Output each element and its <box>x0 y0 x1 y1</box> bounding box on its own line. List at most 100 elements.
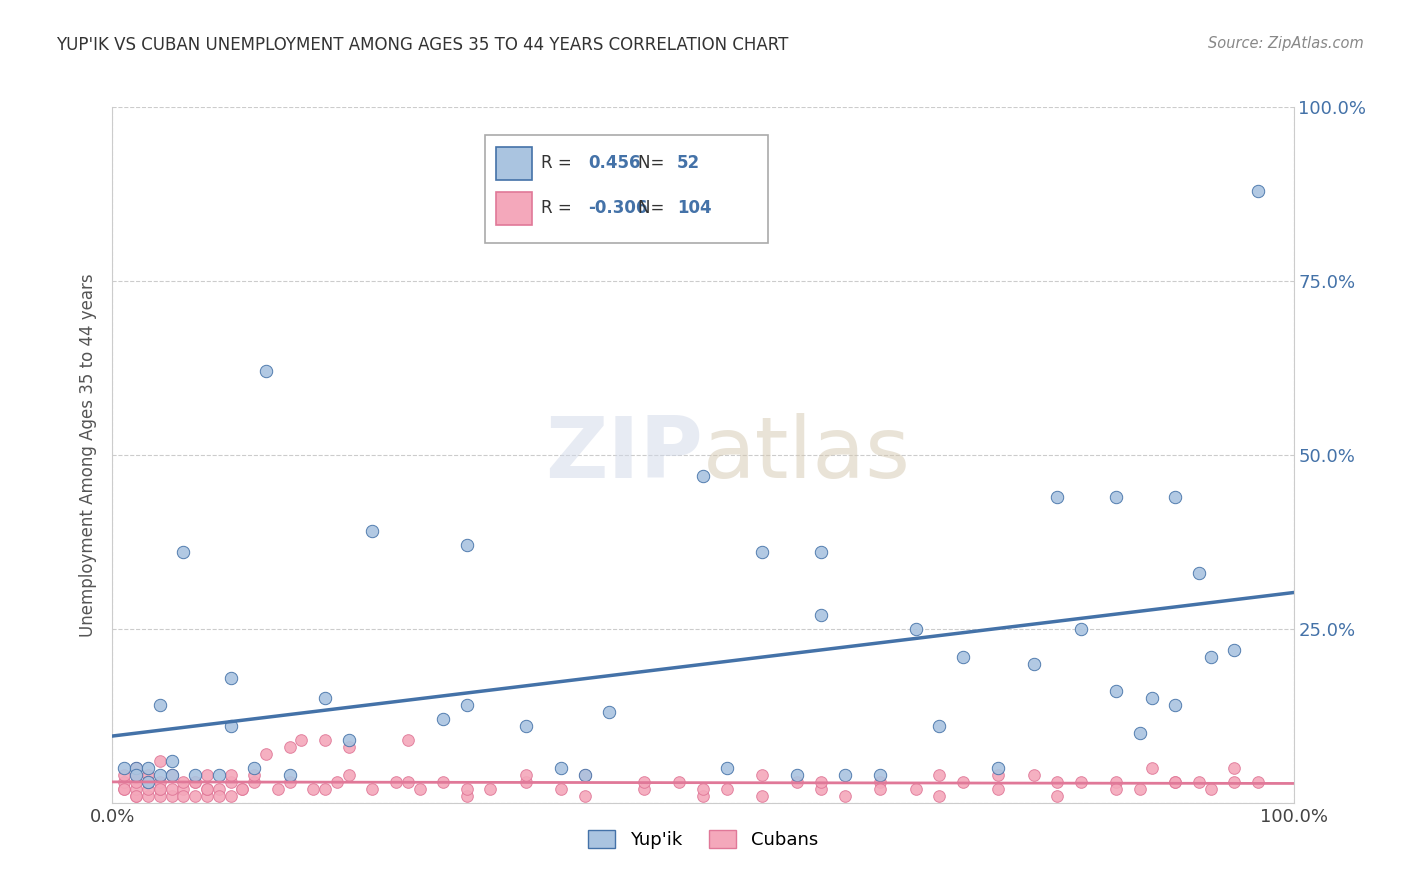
Point <box>172 775 194 789</box>
Point <box>112 768 135 782</box>
FancyBboxPatch shape <box>496 146 531 180</box>
Point <box>869 781 891 796</box>
Point <box>515 719 537 733</box>
Point <box>834 768 856 782</box>
Point <box>1129 781 1152 796</box>
Point <box>904 781 927 796</box>
Point <box>125 781 148 796</box>
Point <box>361 524 384 539</box>
Point <box>692 468 714 483</box>
Point <box>515 768 537 782</box>
Point <box>928 719 950 733</box>
Point <box>987 768 1010 782</box>
Point <box>456 538 478 552</box>
Point <box>112 775 135 789</box>
Point <box>160 789 183 803</box>
Point <box>184 768 207 782</box>
Point <box>337 740 360 755</box>
Point <box>786 768 808 782</box>
Point <box>337 768 360 782</box>
Point <box>112 761 135 775</box>
Point <box>219 719 242 733</box>
Point <box>208 781 231 796</box>
Point <box>1105 684 1128 698</box>
Point <box>1046 775 1069 789</box>
Point <box>243 768 266 782</box>
Point <box>219 789 242 803</box>
Point <box>385 775 408 789</box>
Point <box>633 775 655 789</box>
Point <box>810 545 832 559</box>
Point <box>125 768 148 782</box>
Point <box>952 775 974 789</box>
Point <box>278 740 301 755</box>
Point <box>1140 761 1163 775</box>
Point <box>195 789 218 803</box>
Point <box>184 775 207 789</box>
Point <box>195 781 218 796</box>
Point <box>125 768 148 782</box>
Point <box>136 775 159 789</box>
Point <box>361 781 384 796</box>
Point <box>810 781 832 796</box>
Point <box>149 775 172 789</box>
Point <box>172 545 194 559</box>
Point <box>550 761 572 775</box>
Point <box>928 789 950 803</box>
Point <box>160 781 183 796</box>
Point <box>1247 775 1270 789</box>
Point <box>716 781 738 796</box>
Point <box>160 768 183 782</box>
Point <box>278 775 301 789</box>
Point <box>267 781 290 796</box>
Point <box>834 789 856 803</box>
Point <box>1223 642 1246 657</box>
Text: R =: R = <box>541 199 578 217</box>
Legend: Yup'ik, Cubans: Yup'ik, Cubans <box>581 822 825 856</box>
FancyBboxPatch shape <box>496 192 531 226</box>
Point <box>1129 726 1152 740</box>
Point <box>1140 691 1163 706</box>
Point <box>598 706 620 720</box>
Point <box>160 768 183 782</box>
Point <box>432 775 454 789</box>
Point <box>243 761 266 775</box>
Point <box>136 775 159 789</box>
Point <box>195 781 218 796</box>
Point <box>550 781 572 796</box>
Point <box>408 781 430 796</box>
Point <box>810 775 832 789</box>
Point <box>125 775 148 789</box>
Point <box>751 768 773 782</box>
Point <box>172 789 194 803</box>
Point <box>1164 775 1187 789</box>
Point <box>952 649 974 664</box>
Point <box>692 789 714 803</box>
Y-axis label: Unemployment Among Ages 35 to 44 years: Unemployment Among Ages 35 to 44 years <box>79 273 97 637</box>
Point <box>125 789 148 803</box>
Point <box>1070 775 1092 789</box>
Point <box>751 545 773 559</box>
Point <box>149 768 172 782</box>
Point <box>231 781 253 796</box>
Point <box>125 761 148 775</box>
Point <box>1164 490 1187 504</box>
Point <box>254 364 277 378</box>
Point <box>1223 775 1246 789</box>
FancyBboxPatch shape <box>485 135 768 243</box>
Point <box>184 775 207 789</box>
Point <box>1022 768 1045 782</box>
Point <box>219 775 242 789</box>
Point <box>456 781 478 796</box>
Point <box>1188 566 1211 581</box>
Point <box>136 781 159 796</box>
Point <box>456 789 478 803</box>
Point <box>314 691 336 706</box>
Point <box>668 775 690 789</box>
Point <box>136 775 159 789</box>
Point <box>254 747 277 761</box>
Point <box>219 768 242 782</box>
Point <box>149 781 172 796</box>
Point <box>314 733 336 747</box>
Point <box>125 761 148 775</box>
